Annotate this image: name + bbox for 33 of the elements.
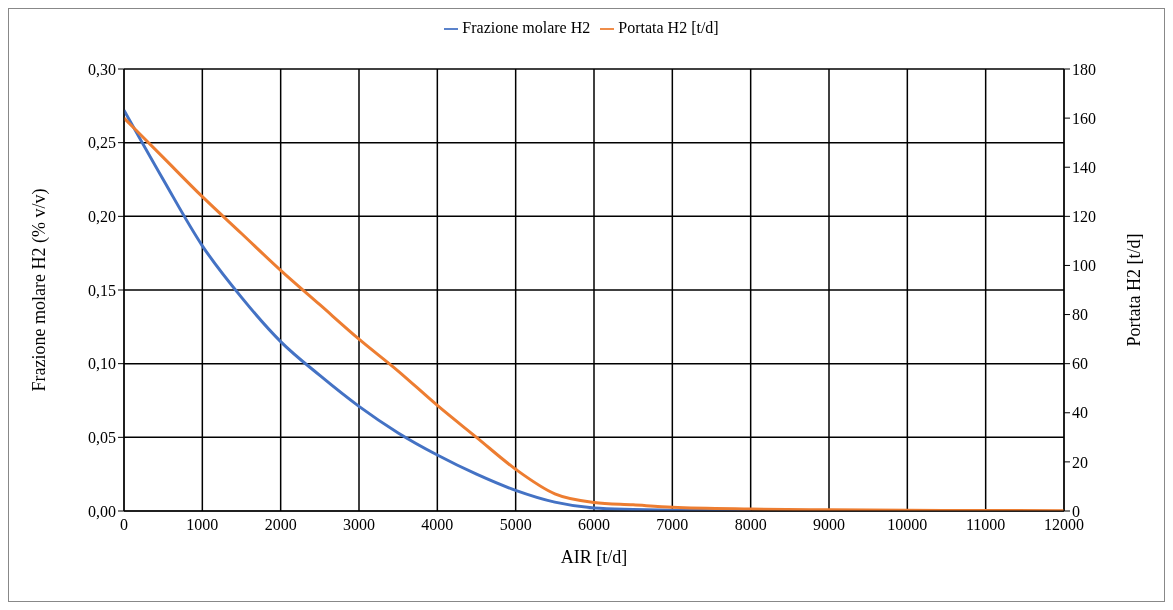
legend-label: Frazione molare H2 xyxy=(462,19,591,36)
x-tick-label: 0 xyxy=(120,516,128,534)
x-tick-label: 10000 xyxy=(887,516,928,534)
y-tick-label: 0,30 xyxy=(88,60,116,78)
y-axis-title: Frazione molare H2 (% v/v) xyxy=(29,188,51,392)
y2-tick-label: 120 xyxy=(1072,208,1096,226)
y-tick-label: 0,05 xyxy=(88,429,116,447)
y-tick-label: 0,00 xyxy=(88,502,116,520)
y-tick-label: 0,10 xyxy=(88,355,116,373)
x-tick-label: 1000 xyxy=(186,516,219,534)
x-axis-title: AIR [t/d] xyxy=(560,547,628,567)
legend-label: Portata H2 [t/d] xyxy=(618,19,719,36)
x-tick-label: 6000 xyxy=(578,516,610,534)
y2-tick-label: 40 xyxy=(1072,404,1088,422)
y2-tick-label: 80 xyxy=(1072,306,1088,324)
x-tick-label: 8000 xyxy=(734,516,767,534)
x-tick-label: 5000 xyxy=(499,516,532,534)
y2-axis-title: Portata H2 [t/d] xyxy=(1124,233,1145,347)
y-tick-label: 0,20 xyxy=(88,208,116,226)
x-tick-label: 3000 xyxy=(343,516,375,534)
x-tick-label: 7000 xyxy=(656,516,689,534)
x-tick-label: 2000 xyxy=(264,516,297,534)
y2-tick-label: 160 xyxy=(1072,109,1096,127)
y2-tick-label: 180 xyxy=(1072,60,1096,78)
y2-tick-label: 20 xyxy=(1072,453,1088,471)
y-tick-label: 0,15 xyxy=(88,281,116,299)
x-tick-label: 11000 xyxy=(965,516,1006,534)
y2-tick-label: 100 xyxy=(1072,257,1096,275)
x-tick-label: 4000 xyxy=(421,516,454,534)
y2-tick-label: 60 xyxy=(1072,355,1088,373)
y-tick-label: 0,25 xyxy=(88,134,116,152)
x-tick-label: 9000 xyxy=(813,516,845,534)
y2-tick-label: 140 xyxy=(1072,158,1096,176)
